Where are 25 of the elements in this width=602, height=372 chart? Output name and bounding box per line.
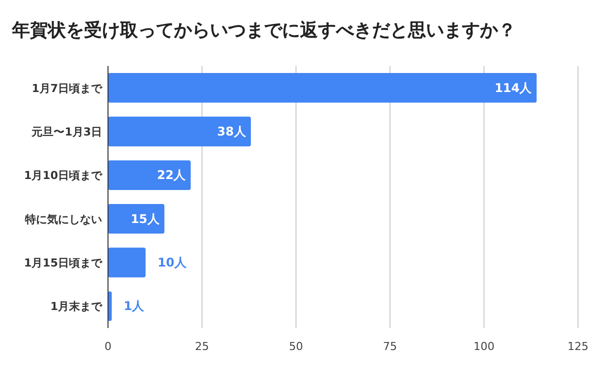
bar <box>108 160 191 190</box>
bar <box>108 291 112 322</box>
x-tick-label: 125 <box>568 340 588 353</box>
data-label: 22人 <box>157 168 187 182</box>
data-label: 38人 <box>217 124 247 138</box>
data-label: 10人 <box>158 256 188 270</box>
bar <box>108 116 251 146</box>
x-tick-label: 50 <box>289 340 303 353</box>
x-tick-label: 0 <box>104 340 112 353</box>
bar <box>108 248 146 278</box>
bar <box>108 204 164 234</box>
y-tick-label: 1月10日頃まで <box>24 169 103 182</box>
y-tick-label: 特に気にしない <box>24 212 102 226</box>
y-tick-label: 1月末まで <box>50 300 103 314</box>
y-tick-label: 元旦〜1月3日 <box>30 126 102 138</box>
x-tick-label: 25 <box>195 340 209 353</box>
data-label: 1人 <box>124 299 146 314</box>
x-tick-label: 100 <box>474 340 494 353</box>
data-label: 15人 <box>130 212 160 226</box>
y-tick-label: 1月15日頃まで <box>24 256 103 270</box>
chart-title: 年賀状を受け取ってからいつまでに返すべきだと思いますか？ <box>11 20 516 41</box>
data-label: 114人 <box>494 80 533 95</box>
y-tick-label: 1月7日頃まで <box>32 82 103 95</box>
bar <box>108 72 537 103</box>
x-tick-label: 75 <box>383 340 397 353</box>
